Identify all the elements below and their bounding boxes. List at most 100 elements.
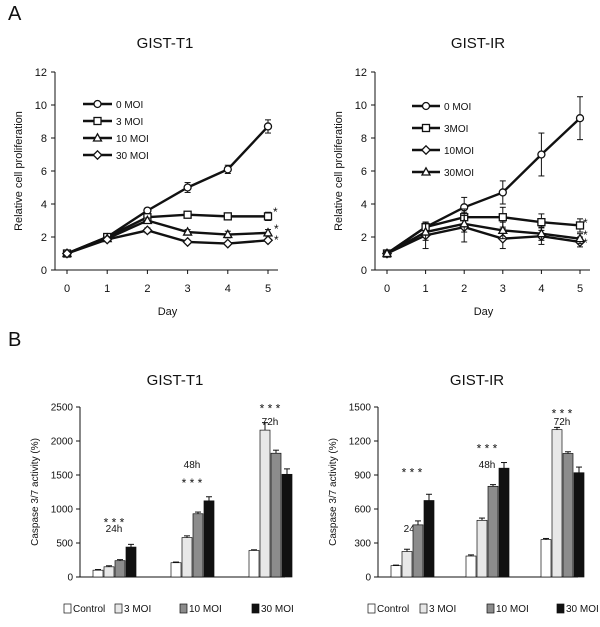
significance-asterisk: * bbox=[583, 228, 588, 242]
x-tick-label: 3 bbox=[500, 283, 506, 295]
legend-swatch bbox=[367, 603, 376, 614]
bar bbox=[498, 467, 510, 578]
x-tick-label: 0 bbox=[64, 283, 70, 295]
y-tick-label: 1500 bbox=[51, 471, 74, 482]
panel-letter-b: B bbox=[8, 329, 21, 351]
significance-asterisk: * bbox=[274, 222, 279, 236]
data-point bbox=[381, 247, 393, 258]
y-tick-label: 2000 bbox=[51, 437, 74, 448]
significance-asterisk: * bbox=[274, 233, 279, 247]
legend-marker bbox=[421, 101, 431, 111]
x-tick-label: 3 bbox=[185, 283, 191, 295]
legend-entry: 30 MOI bbox=[83, 149, 149, 162]
x-axis-label: Day bbox=[474, 306, 494, 318]
data-point bbox=[223, 165, 232, 174]
y-tick-label: 6 bbox=[41, 166, 47, 178]
y-tick-label: 900 bbox=[354, 471, 371, 482]
legend-label: 10MOI bbox=[444, 146, 474, 157]
legend-label: 3 MOI bbox=[429, 604, 456, 615]
bar bbox=[92, 569, 104, 578]
data-point bbox=[183, 210, 192, 219]
category-label: 48h bbox=[479, 460, 496, 471]
legend-label: 30 MOI bbox=[261, 604, 294, 615]
legend-marker bbox=[420, 144, 432, 156]
chart-title: GIST-IR bbox=[450, 372, 504, 389]
data-point bbox=[183, 183, 192, 192]
bar bbox=[270, 452, 282, 578]
x-tick-label: 0 bbox=[384, 283, 390, 295]
x-axis-label: Day bbox=[158, 306, 178, 318]
legend-entry: Control bbox=[63, 603, 105, 615]
significance-asterisks: * * * bbox=[402, 465, 423, 479]
legend-label: Control bbox=[73, 604, 105, 615]
series-line bbox=[386, 215, 581, 255]
data-point bbox=[61, 248, 73, 259]
y-tick-label: 0 bbox=[67, 573, 73, 584]
legend-swatch bbox=[179, 603, 188, 614]
legend-swatch bbox=[63, 603, 72, 614]
legend-label: Control bbox=[377, 604, 409, 615]
legend-marker bbox=[420, 166, 432, 176]
series-line bbox=[386, 222, 581, 255]
y-tick-label: 1000 bbox=[51, 505, 74, 516]
bar bbox=[181, 537, 193, 578]
legend-marker bbox=[92, 149, 103, 161]
data-point bbox=[263, 122, 273, 131]
x-tick-label: 4 bbox=[538, 283, 544, 295]
y-axis-label: Caspase 3/7 activity (%) bbox=[328, 438, 339, 546]
legend-label: 10 MOI bbox=[189, 604, 222, 615]
legend-swatch bbox=[114, 603, 123, 614]
bar bbox=[551, 429, 563, 578]
significance-asterisk: * bbox=[273, 205, 278, 219]
significance-asterisks: * * * bbox=[260, 402, 281, 416]
legend-entry: 30 MOI bbox=[251, 603, 294, 615]
legend-entry: 0 MOI bbox=[83, 99, 143, 111]
legend-entry: 10 MOI bbox=[179, 603, 222, 615]
data-point bbox=[537, 217, 546, 227]
legend-swatch bbox=[556, 603, 565, 614]
legend-label: 10 MOI bbox=[116, 134, 149, 145]
y-tick-label: 12 bbox=[35, 67, 47, 79]
x-tick-label: 1 bbox=[423, 283, 429, 295]
data-point bbox=[262, 235, 274, 246]
data-point bbox=[574, 233, 586, 243]
bar bbox=[170, 562, 182, 578]
series-control bbox=[390, 537, 552, 578]
chart-title: GIST-T1 bbox=[137, 35, 194, 52]
series-10-moi bbox=[114, 449, 282, 578]
data-point bbox=[182, 236, 193, 248]
data-point bbox=[222, 238, 233, 249]
data-point bbox=[420, 226, 431, 236]
series-line bbox=[66, 229, 269, 255]
y-tick-label: 500 bbox=[56, 539, 73, 550]
legend-entry: 3 MOI bbox=[114, 603, 151, 615]
y-tick-label: 2 bbox=[361, 232, 367, 244]
y-tick-label: 0 bbox=[361, 265, 367, 277]
legend-entry: 30 MOI bbox=[556, 603, 599, 615]
bar bbox=[192, 513, 204, 578]
bar bbox=[281, 473, 293, 578]
y-tick-label: 0 bbox=[41, 265, 47, 277]
significance-asterisk: * bbox=[583, 216, 588, 230]
panel-letter-a: A bbox=[8, 3, 22, 25]
legend-entry: 3 MOI bbox=[419, 603, 456, 615]
series-30-moi bbox=[61, 225, 274, 259]
legend-marker bbox=[93, 116, 102, 126]
bar bbox=[125, 546, 137, 578]
y-tick-label: 300 bbox=[354, 539, 371, 550]
bar bbox=[248, 550, 260, 578]
bar bbox=[390, 565, 402, 578]
data-point bbox=[102, 234, 113, 245]
y-tick-label: 6 bbox=[361, 166, 367, 178]
legend-swatch bbox=[419, 603, 428, 614]
chart-title: GIST-IR bbox=[451, 35, 505, 52]
bar bbox=[540, 539, 552, 578]
y-tick-label: 8 bbox=[361, 133, 367, 145]
legend-marker bbox=[92, 132, 103, 142]
legend-entry: 10MOI bbox=[412, 144, 474, 157]
bar bbox=[476, 519, 488, 578]
significance-asterisks: * * * bbox=[104, 515, 125, 529]
legend-label: 3MOI bbox=[444, 124, 468, 135]
